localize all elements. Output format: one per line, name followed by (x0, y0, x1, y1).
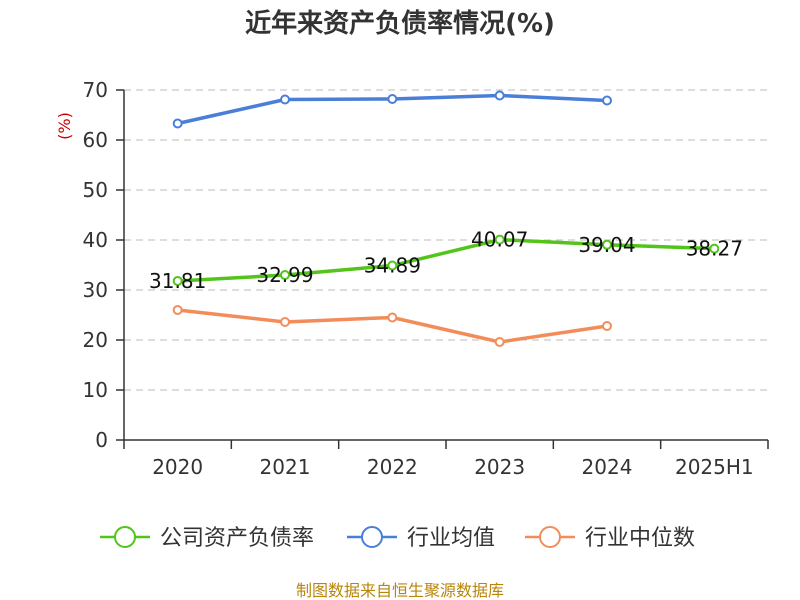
y-tick-label: 60 (83, 128, 108, 152)
data-point (387, 260, 398, 271)
legend: 公司资产负债率 行业均值 行业中位数 (100, 526, 695, 551)
y-tick-label: 20 (83, 328, 108, 352)
x-tick-label: 2025H1 (675, 455, 754, 479)
legend-marker (361, 526, 383, 548)
data-point (709, 243, 720, 254)
grid (124, 89, 768, 391)
series-line (177, 237, 715, 283)
data-point (280, 94, 290, 105)
axes: 0 10 20 30 40 50 60 70 2020 2021 2022 2023 2024 2025H… (83, 78, 769, 479)
data-point (172, 118, 183, 129)
chart-title: 近年来资产负债率情况(%) (245, 8, 555, 39)
y-axis-label: (%) (55, 112, 74, 140)
y-tick-label: 0 (95, 428, 108, 452)
x-tick-label: 2021 (260, 455, 311, 479)
y-tick-label: 10 (83, 378, 108, 402)
y-tick-label: 40 (83, 228, 108, 252)
data-point (172, 305, 183, 315)
data-point (280, 317, 290, 327)
data-point (602, 321, 612, 331)
data-point (387, 94, 398, 104)
data-label: 34.89 (364, 254, 421, 278)
data-point (602, 95, 612, 106)
data-labels: 31.81 32.99 34.89 40.07 39.04 38.27 (149, 228, 743, 293)
data-point (280, 270, 290, 281)
data-label: 40.07 (471, 228, 528, 252)
data-point (172, 275, 183, 286)
data-label: 39.04 (578, 233, 635, 257)
data-label: 31.81 (149, 269, 206, 293)
data-point (494, 337, 505, 347)
source-note: 制图数据来自恒生聚源数据库 (296, 581, 504, 600)
x-tick-label: 2020 (152, 455, 203, 479)
legend-marker (114, 526, 136, 548)
legend-label: 公司资产负债率 (160, 526, 314, 551)
data-point (494, 90, 505, 101)
series-group (172, 90, 720, 347)
data-point (602, 239, 612, 250)
x-tick-label: 2024 (582, 455, 633, 479)
y-tick-label: 30 (83, 278, 108, 302)
data-point (387, 312, 398, 323)
legend-label: 行业均值 (407, 526, 495, 551)
x-tick-label: 2023 (474, 455, 525, 479)
legend-marker (539, 526, 561, 548)
y-tick-label: 70 (83, 78, 108, 102)
y-tick-label: 50 (83, 178, 108, 202)
data-point (494, 234, 505, 245)
legend-label: 行业中位数 (585, 526, 695, 551)
data-label: 38.27 (686, 237, 743, 261)
data-label: 32.99 (256, 263, 313, 287)
x-tick-label: 2022 (367, 455, 418, 479)
